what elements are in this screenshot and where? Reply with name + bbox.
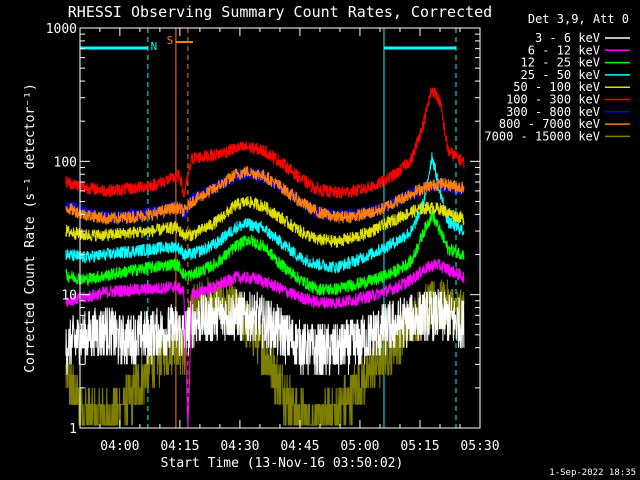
- x-tick-label: 05:15: [400, 439, 439, 454]
- series-line: [65, 209, 465, 296]
- series-line: [65, 289, 465, 376]
- axis-ticks: 04:00 04:15 04:30 04:45 05:00 05:15 05:30 1 10 10…: [46, 22, 500, 454]
- legend-entry-label: 25 - 50 keV: [521, 68, 600, 82]
- legend-entry-label: 100 - 300 keV: [506, 93, 600, 107]
- y-axis-label: Corrected Count Rate (s⁻¹ detector⁻¹): [23, 83, 38, 373]
- legend-header: Det 3,9, Att 0: [528, 12, 629, 26]
- series-line: [65, 87, 465, 200]
- chart-title: RHESSI Observing Summary Count Rates, Co…: [68, 3, 492, 21]
- night-label: N: [151, 40, 158, 53]
- legend-entry-label: 800 - 7000 keV: [499, 117, 600, 131]
- legend-entry-label: 7000 - 15000 keV: [484, 129, 600, 143]
- x-tick-label: 04:30: [220, 439, 259, 454]
- x-tick-label: 04:15: [160, 439, 199, 454]
- saa-label: S: [167, 34, 174, 47]
- x-tick-label: 05:30: [460, 439, 499, 454]
- legend-entry-label: 50 - 100 keV: [513, 80, 600, 94]
- x-tick-label: 04:45: [280, 439, 319, 454]
- x-tick-label: 04:00: [100, 439, 139, 454]
- y-tick-label: 10: [61, 289, 77, 304]
- series-line: [65, 152, 465, 274]
- render-timestamp: 1-Sep-2022 18:35: [549, 468, 636, 478]
- x-axis-label: Start Time (13-Nov-16 03:50:02): [161, 456, 404, 471]
- series-line: [65, 195, 465, 248]
- y-tick-label: 1000: [46, 22, 77, 37]
- legend-entry-label: 300 - 800 keV: [506, 105, 600, 119]
- series-line: [65, 166, 465, 226]
- series-layer: [65, 87, 465, 428]
- x-tick-label: 05:00: [340, 439, 379, 454]
- legend-entry-label: 3 - 6 keV: [535, 31, 600, 45]
- y-tick-label: 100: [54, 155, 77, 170]
- y-tick-label: 1: [69, 422, 77, 437]
- series-line: [65, 258, 465, 428]
- legend-entry-label: 12 - 25 keV: [521, 56, 600, 70]
- legend-entry-label: 6 - 12 keV: [528, 43, 600, 57]
